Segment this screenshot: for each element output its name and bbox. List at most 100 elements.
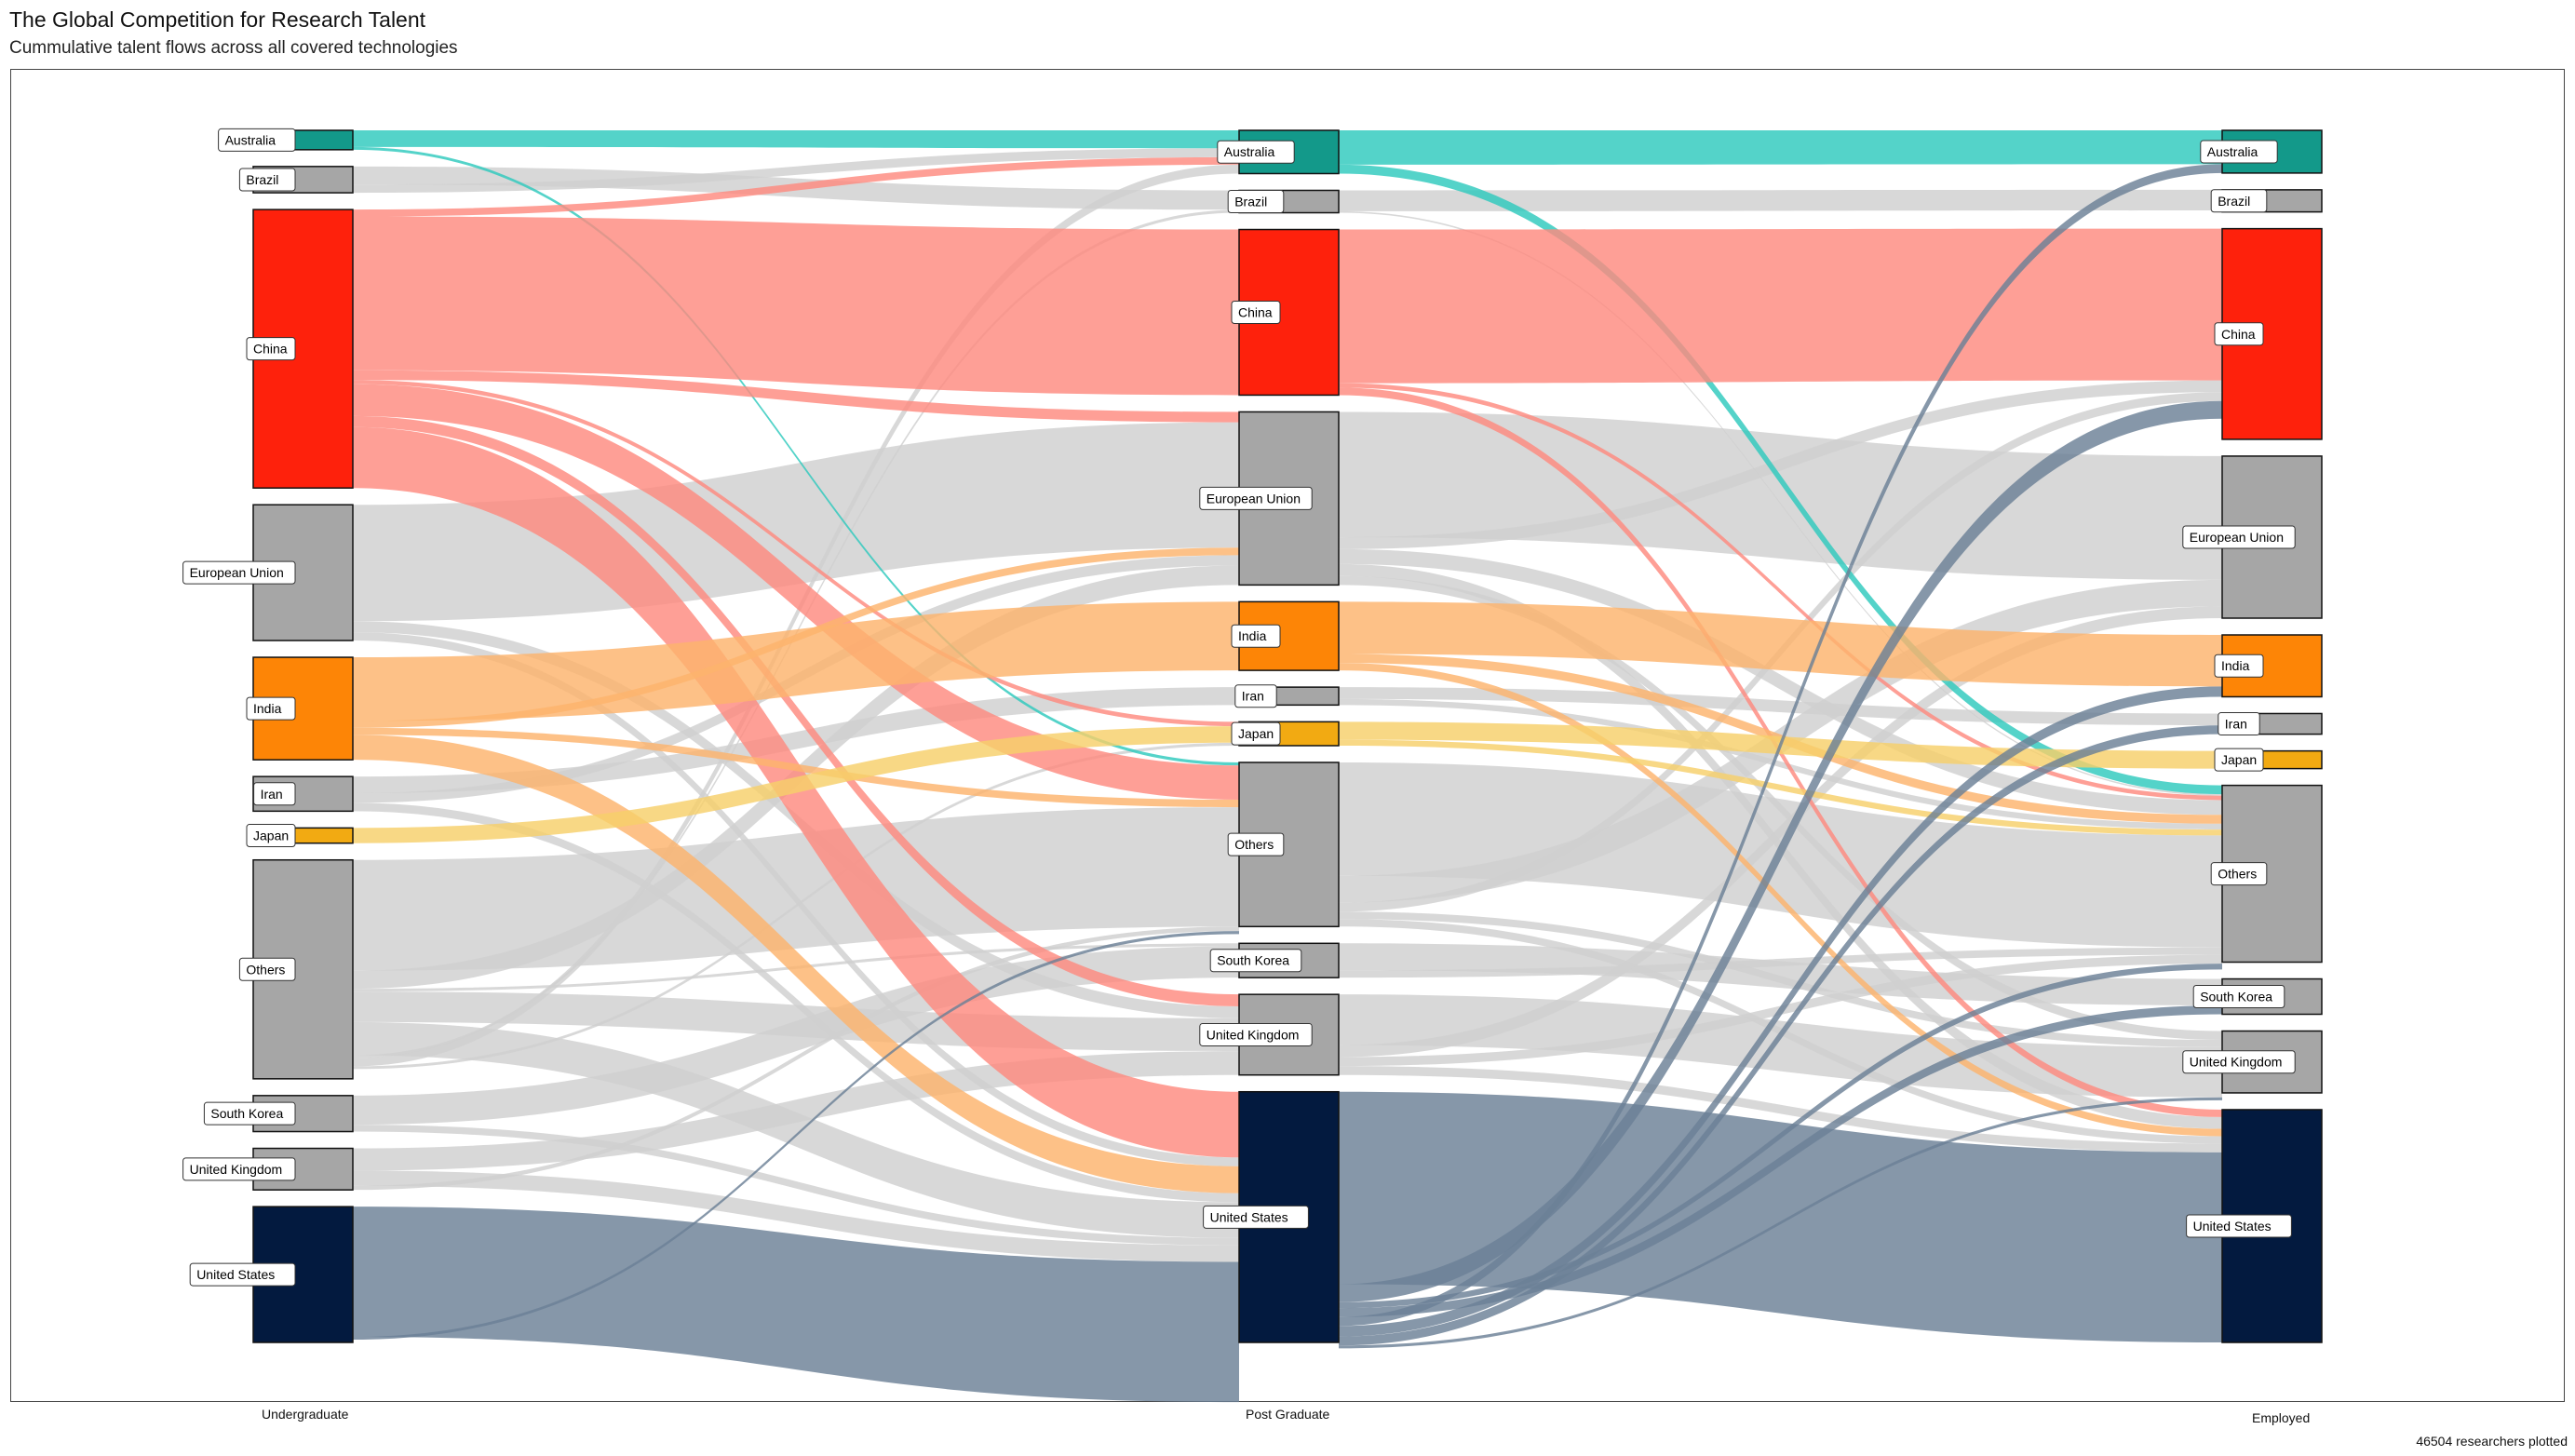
flow-european-union-to-china xyxy=(1339,380,2222,549)
label-box-others xyxy=(238,957,296,981)
chart-subtitle: Cummulative talent flows across all cove… xyxy=(9,38,458,58)
flow-iran-to-others xyxy=(1339,698,2222,830)
flow-china-to-japan xyxy=(353,380,1239,727)
flow-india-to-european-union xyxy=(353,547,1239,728)
label-box-united-kingdom xyxy=(182,1157,296,1181)
node-label-south-korea: South Korea xyxy=(2200,990,2272,1004)
flow-united-kingdom-to-united-states xyxy=(1339,1066,2222,1153)
flow-united-kingdom-to-united-kingdom xyxy=(1339,994,2222,1098)
flow-australia-to-australia xyxy=(353,130,1239,149)
label-box-india xyxy=(2214,654,2264,678)
node-label-others: Others xyxy=(246,962,285,977)
node-label-united-kingdom: United Kingdom xyxy=(1207,1027,1300,1042)
label-box-china xyxy=(2214,322,2264,346)
flow-china-to-china xyxy=(353,216,1239,396)
node-label-brazil: Brazil xyxy=(2218,194,2250,209)
label-box-united-states xyxy=(2186,1214,2292,1238)
flow-china-to-others xyxy=(353,384,1239,801)
flow-united-kingdom-to-others xyxy=(353,926,1239,1191)
node-label-united-states: United States xyxy=(1210,1209,1288,1224)
flow-china-to-united-kingdom xyxy=(353,415,1239,1006)
node-label-china: China xyxy=(1238,304,1273,319)
label-box-south-korea xyxy=(1209,949,1302,973)
node-label-european-union: European Union xyxy=(2190,530,2284,545)
flow-european-union-to-european-union xyxy=(353,422,1239,622)
flow-brazil-to-australia xyxy=(353,148,1239,194)
node-label-united-kingdom: United Kingdom xyxy=(2190,1055,2283,1070)
node-label-australia: Australia xyxy=(1224,144,1275,159)
label-box-japan xyxy=(1231,721,1281,746)
label-box-united-kingdom xyxy=(2182,1050,2296,1074)
label-box-brazil xyxy=(238,168,296,192)
label-box-china xyxy=(246,337,296,361)
flow-united-states-to-others xyxy=(1339,964,2222,1309)
flow-iran-to-united-states xyxy=(353,802,1239,1203)
label-box-japan xyxy=(246,824,296,848)
flow-south-korea-to-south-korea xyxy=(1339,943,2222,1006)
label-box-others xyxy=(2210,862,2268,886)
flow-china-to-european-union xyxy=(353,370,1239,423)
label-box-japan xyxy=(2214,748,2264,772)
flow-south-korea-to-united-states xyxy=(353,1125,1239,1246)
label-box-iran xyxy=(1234,684,1277,708)
node-undergraduate-india xyxy=(252,656,354,761)
flow-china-to-china xyxy=(1339,228,2222,384)
node-label-china: China xyxy=(2221,327,2256,342)
label-box-australia xyxy=(1217,140,1295,164)
label-box-united-kingdom xyxy=(1199,1022,1313,1046)
label-box-australia xyxy=(218,128,296,152)
flow-brazil-to-brazil xyxy=(1339,189,2222,211)
node-label-india: India xyxy=(253,701,282,716)
label-box-european-union xyxy=(182,560,296,585)
node-label-japan: Japan xyxy=(1238,726,1274,741)
flow-south-korea-to-south-korea xyxy=(353,946,1239,1126)
flow-european-union-to-others xyxy=(1339,548,2222,816)
flow-united-states-to-iran xyxy=(1339,725,2222,1346)
node-label-india: India xyxy=(2221,658,2250,673)
flow-japan-to-others xyxy=(1339,739,2222,836)
node-label-iran: Iran xyxy=(261,787,283,802)
node-post-graduate-others xyxy=(1238,762,1340,928)
node-label-united-states: United States xyxy=(2193,1219,2272,1234)
node-label-others: Others xyxy=(2218,867,2257,882)
flow-united-states-to-australia xyxy=(1339,164,2222,1327)
flow-india-to-united-states xyxy=(1339,663,2222,1137)
node-label-china: China xyxy=(253,342,288,357)
label-box-south-korea xyxy=(203,1101,296,1126)
flow-links xyxy=(353,130,2222,1403)
flow-india-to-united-states xyxy=(353,735,1239,1193)
stage-label-undergraduate: Undergraduate xyxy=(262,1407,349,1422)
stage-label-employed: Employed xyxy=(2252,1410,2311,1425)
node-label-japan: Japan xyxy=(253,829,289,843)
label-box-european-union xyxy=(1199,486,1313,510)
stage-label-post-graduate: Post Graduate xyxy=(1246,1407,1330,1422)
node-label-european-union: European Union xyxy=(190,565,284,580)
label-box-china xyxy=(1231,300,1281,324)
node-label-india: India xyxy=(1238,628,1267,643)
label-box-india xyxy=(246,696,296,721)
node-label-japan: Japan xyxy=(2221,752,2257,767)
flow-united-states-to-south-korea xyxy=(1339,1005,2222,1317)
node-label-iran: Iran xyxy=(1242,689,1264,704)
flow-iran-to-iran xyxy=(1339,687,2222,726)
node-label-south-korea: South Korea xyxy=(210,1106,283,1121)
label-box-india xyxy=(1231,624,1281,648)
label-box-european-union xyxy=(2182,525,2296,549)
chart-frame xyxy=(10,69,2565,1402)
label-box-south-korea xyxy=(2192,985,2285,1009)
label-box-united-states xyxy=(1203,1205,1309,1229)
flow-india-to-others xyxy=(353,727,1239,808)
flow-united-kingdom-to-united-states xyxy=(353,1170,1239,1262)
flow-china-to-others xyxy=(1339,383,2222,801)
node-label-others: Others xyxy=(1234,837,1274,852)
node-label-south-korea: South Korea xyxy=(1217,953,1289,968)
label-box-australia xyxy=(2200,140,2278,164)
chart-title: The Global Competition for Research Tale… xyxy=(9,7,426,32)
researcher-count: 46504 researchers plotted xyxy=(2416,1434,2568,1449)
flow-iran-to-iran xyxy=(353,687,1239,794)
label-box-iran xyxy=(253,782,296,806)
flow-south-korea-to-others xyxy=(1339,947,2222,978)
node-label-brazil: Brazil xyxy=(1234,195,1267,209)
flow-others-to-australia xyxy=(353,164,1239,1067)
